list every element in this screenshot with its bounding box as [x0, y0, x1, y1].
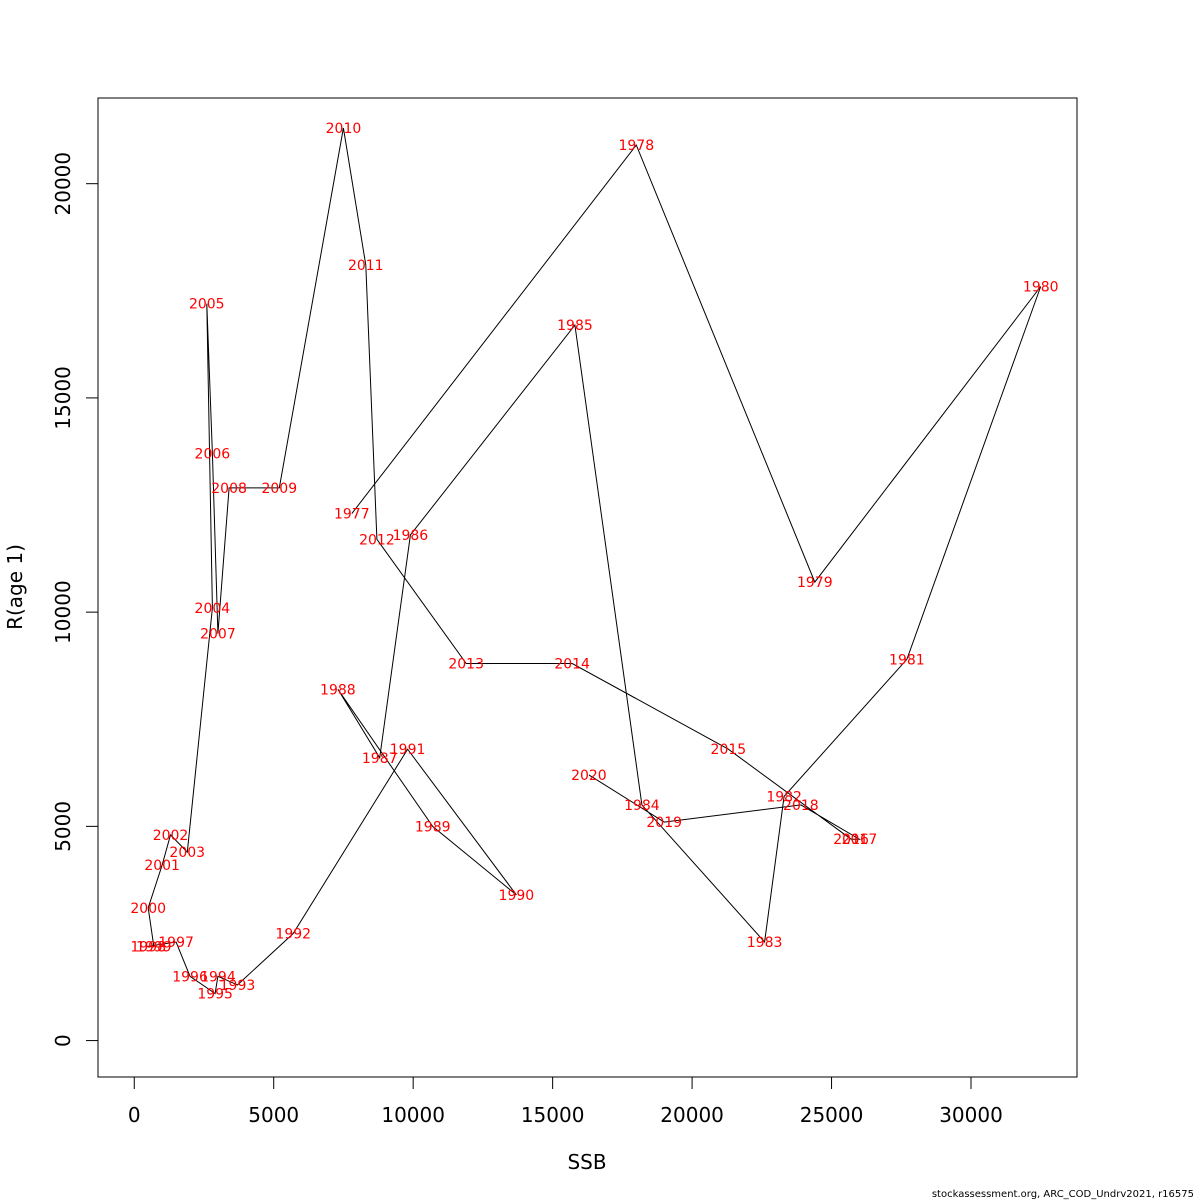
x-tick-label: 15000: [521, 1103, 585, 1127]
point-label-1981: 1981: [889, 652, 925, 668]
x-tick-label: 5000: [248, 1103, 299, 1127]
point-label-1996: 1996: [172, 969, 208, 985]
series-line: [147, 127, 1042, 995]
y-tick-label: 5000: [51, 801, 75, 852]
point-label-2002: 2002: [153, 828, 189, 844]
point-label-2004: 2004: [195, 601, 231, 617]
y-tick-label: 0: [51, 1034, 75, 1047]
y-tick-label: 15000: [51, 366, 75, 430]
point-label-1982: 1982: [766, 789, 802, 805]
point-label-2014: 2014: [554, 657, 590, 673]
x-tick-label: 25000: [800, 1103, 864, 1127]
point-label-2020: 2020: [571, 768, 607, 784]
point-label-2010: 2010: [326, 121, 362, 137]
point-label-1993: 1993: [220, 978, 256, 994]
y-tick-label: 20000: [51, 152, 75, 216]
plot-frame: [97, 97, 1078, 1078]
point-label-2011: 2011: [348, 258, 384, 274]
point-label-1986: 1986: [393, 528, 429, 544]
point-label-1979: 1979: [797, 575, 833, 591]
point-label-1985: 1985: [557, 318, 593, 334]
point-label-1987: 1987: [362, 751, 398, 767]
y-axis: 0 5000 10000 15000 20000: [51, 152, 99, 1047]
x-tick-label: 0: [128, 1103, 141, 1127]
point-label-2001: 2001: [144, 858, 180, 874]
point-labels: 1977 1978 1979 1980 1981 1982 1983 1984 1985 1986…: [130, 121, 1058, 1002]
y-tick-label: 10000: [51, 580, 75, 644]
y-axis-title: R(age 1): [3, 544, 27, 630]
point-label-2017: 2017: [842, 832, 878, 848]
footer-credit: stockassessment.org, ARC_COD_Undrv2021, …: [931, 1189, 1194, 1200]
point-label-1983: 1983: [747, 935, 783, 951]
point-label-1990: 1990: [499, 888, 535, 904]
point-label-2019: 2019: [646, 815, 682, 831]
point-label-1984: 1984: [624, 798, 660, 814]
point-label-1995: 1995: [197, 986, 233, 1002]
point-label-2012: 2012: [359, 532, 395, 548]
point-label-1998: 1998: [130, 939, 166, 955]
point-label-2013: 2013: [448, 657, 484, 673]
point-label-2009: 2009: [261, 481, 297, 497]
point-label-1988: 1988: [320, 682, 356, 698]
point-label-1980: 1980: [1023, 280, 1059, 296]
x-tick-label: 20000: [660, 1103, 724, 1127]
point-label-1977: 1977: [334, 507, 370, 523]
x-axis-title: SSB: [567, 1150, 606, 1174]
point-label-2006: 2006: [195, 447, 231, 463]
x-tick-label: 30000: [939, 1103, 1003, 1127]
point-label-2008: 2008: [211, 481, 247, 497]
point-label-1991: 1991: [390, 742, 426, 758]
point-label-1999: 1999: [136, 939, 172, 955]
point-label-2015: 2015: [711, 742, 747, 758]
point-label-1978: 1978: [618, 138, 654, 154]
point-label-2000: 2000: [130, 901, 166, 917]
point-label-1992: 1992: [275, 926, 311, 942]
point-label-2018: 2018: [783, 798, 819, 814]
point-label-2007: 2007: [200, 627, 236, 643]
x-axis: 0 5000 10000 15000 20000 25000 30000: [128, 1076, 1003, 1127]
point-label-1997: 1997: [158, 935, 194, 951]
x-tick-label: 10000: [381, 1103, 445, 1127]
point-label-2005: 2005: [189, 297, 225, 313]
point-label-2003: 2003: [169, 845, 205, 861]
point-label-1989: 1989: [415, 819, 451, 835]
point-label-1994: 1994: [200, 969, 236, 985]
point-label-2016: 2016: [833, 832, 869, 848]
